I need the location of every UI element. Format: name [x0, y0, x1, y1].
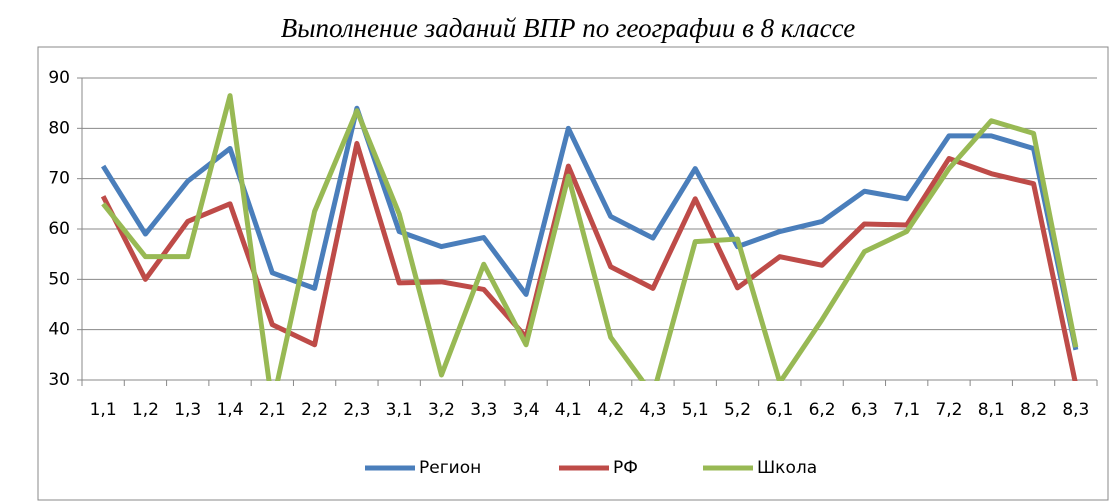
x-tick-label: 3,3 — [470, 400, 497, 420]
x-tick-label: 6,1 — [766, 400, 793, 420]
y-tick-label: 30 — [48, 370, 70, 390]
x-tick-label: 2,1 — [259, 400, 286, 420]
y-tick-label: 70 — [48, 169, 70, 189]
x-tick-label: 1,3 — [174, 400, 201, 420]
x-tick-label: 8,2 — [1020, 400, 1047, 420]
y-tick-label: 80 — [48, 118, 70, 138]
chart-title: Выполнение заданий ВПР по географии в 8 … — [281, 13, 855, 43]
series-line — [100, 140, 1078, 381]
x-tick-label: 6,3 — [851, 400, 878, 420]
x-tick-label: 1,1 — [90, 400, 117, 420]
y-tick-label: 40 — [48, 320, 70, 340]
x-tick-label: 3,4 — [513, 400, 540, 420]
y-tick-label: 90 — [48, 68, 70, 88]
x-tick-label: 3,1 — [386, 400, 413, 420]
x-tick-label: 1,4 — [216, 400, 243, 420]
y-tick-label: 60 — [48, 219, 70, 239]
x-tick-label: 8,3 — [1062, 400, 1089, 420]
x-tick-label: 5,1 — [682, 400, 709, 420]
series-line — [101, 105, 1079, 351]
chart-border — [37, 46, 1109, 501]
x-tick-label: 3,2 — [428, 400, 455, 420]
x-tick-label: 4,3 — [639, 400, 666, 420]
x-tick-label: 2,3 — [343, 400, 370, 420]
x-tick-label: 6,2 — [809, 400, 836, 420]
series-line — [101, 93, 1079, 381]
y-tick-label: 50 — [48, 269, 70, 289]
x-tick-label: 5,2 — [724, 400, 751, 420]
legend-label: Школа — [757, 458, 817, 478]
plot — [100, 93, 1079, 381]
legend-label: Регион — [419, 458, 481, 478]
x-tick-label: 7,1 — [893, 400, 920, 420]
x-tick-label: 1,2 — [132, 400, 159, 420]
x-tick-label: 2,2 — [301, 400, 328, 420]
x-tick-label: 8,1 — [978, 400, 1005, 420]
legend-label: РФ — [613, 458, 638, 478]
x-tick-label: 4,1 — [555, 400, 582, 420]
x-tick-label: 4,2 — [597, 400, 624, 420]
x-tick-label: 7,2 — [935, 400, 962, 420]
